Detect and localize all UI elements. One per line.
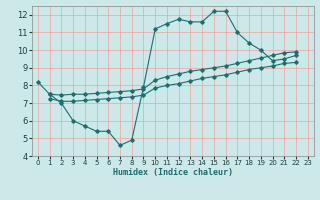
X-axis label: Humidex (Indice chaleur): Humidex (Indice chaleur) xyxy=(113,168,233,177)
